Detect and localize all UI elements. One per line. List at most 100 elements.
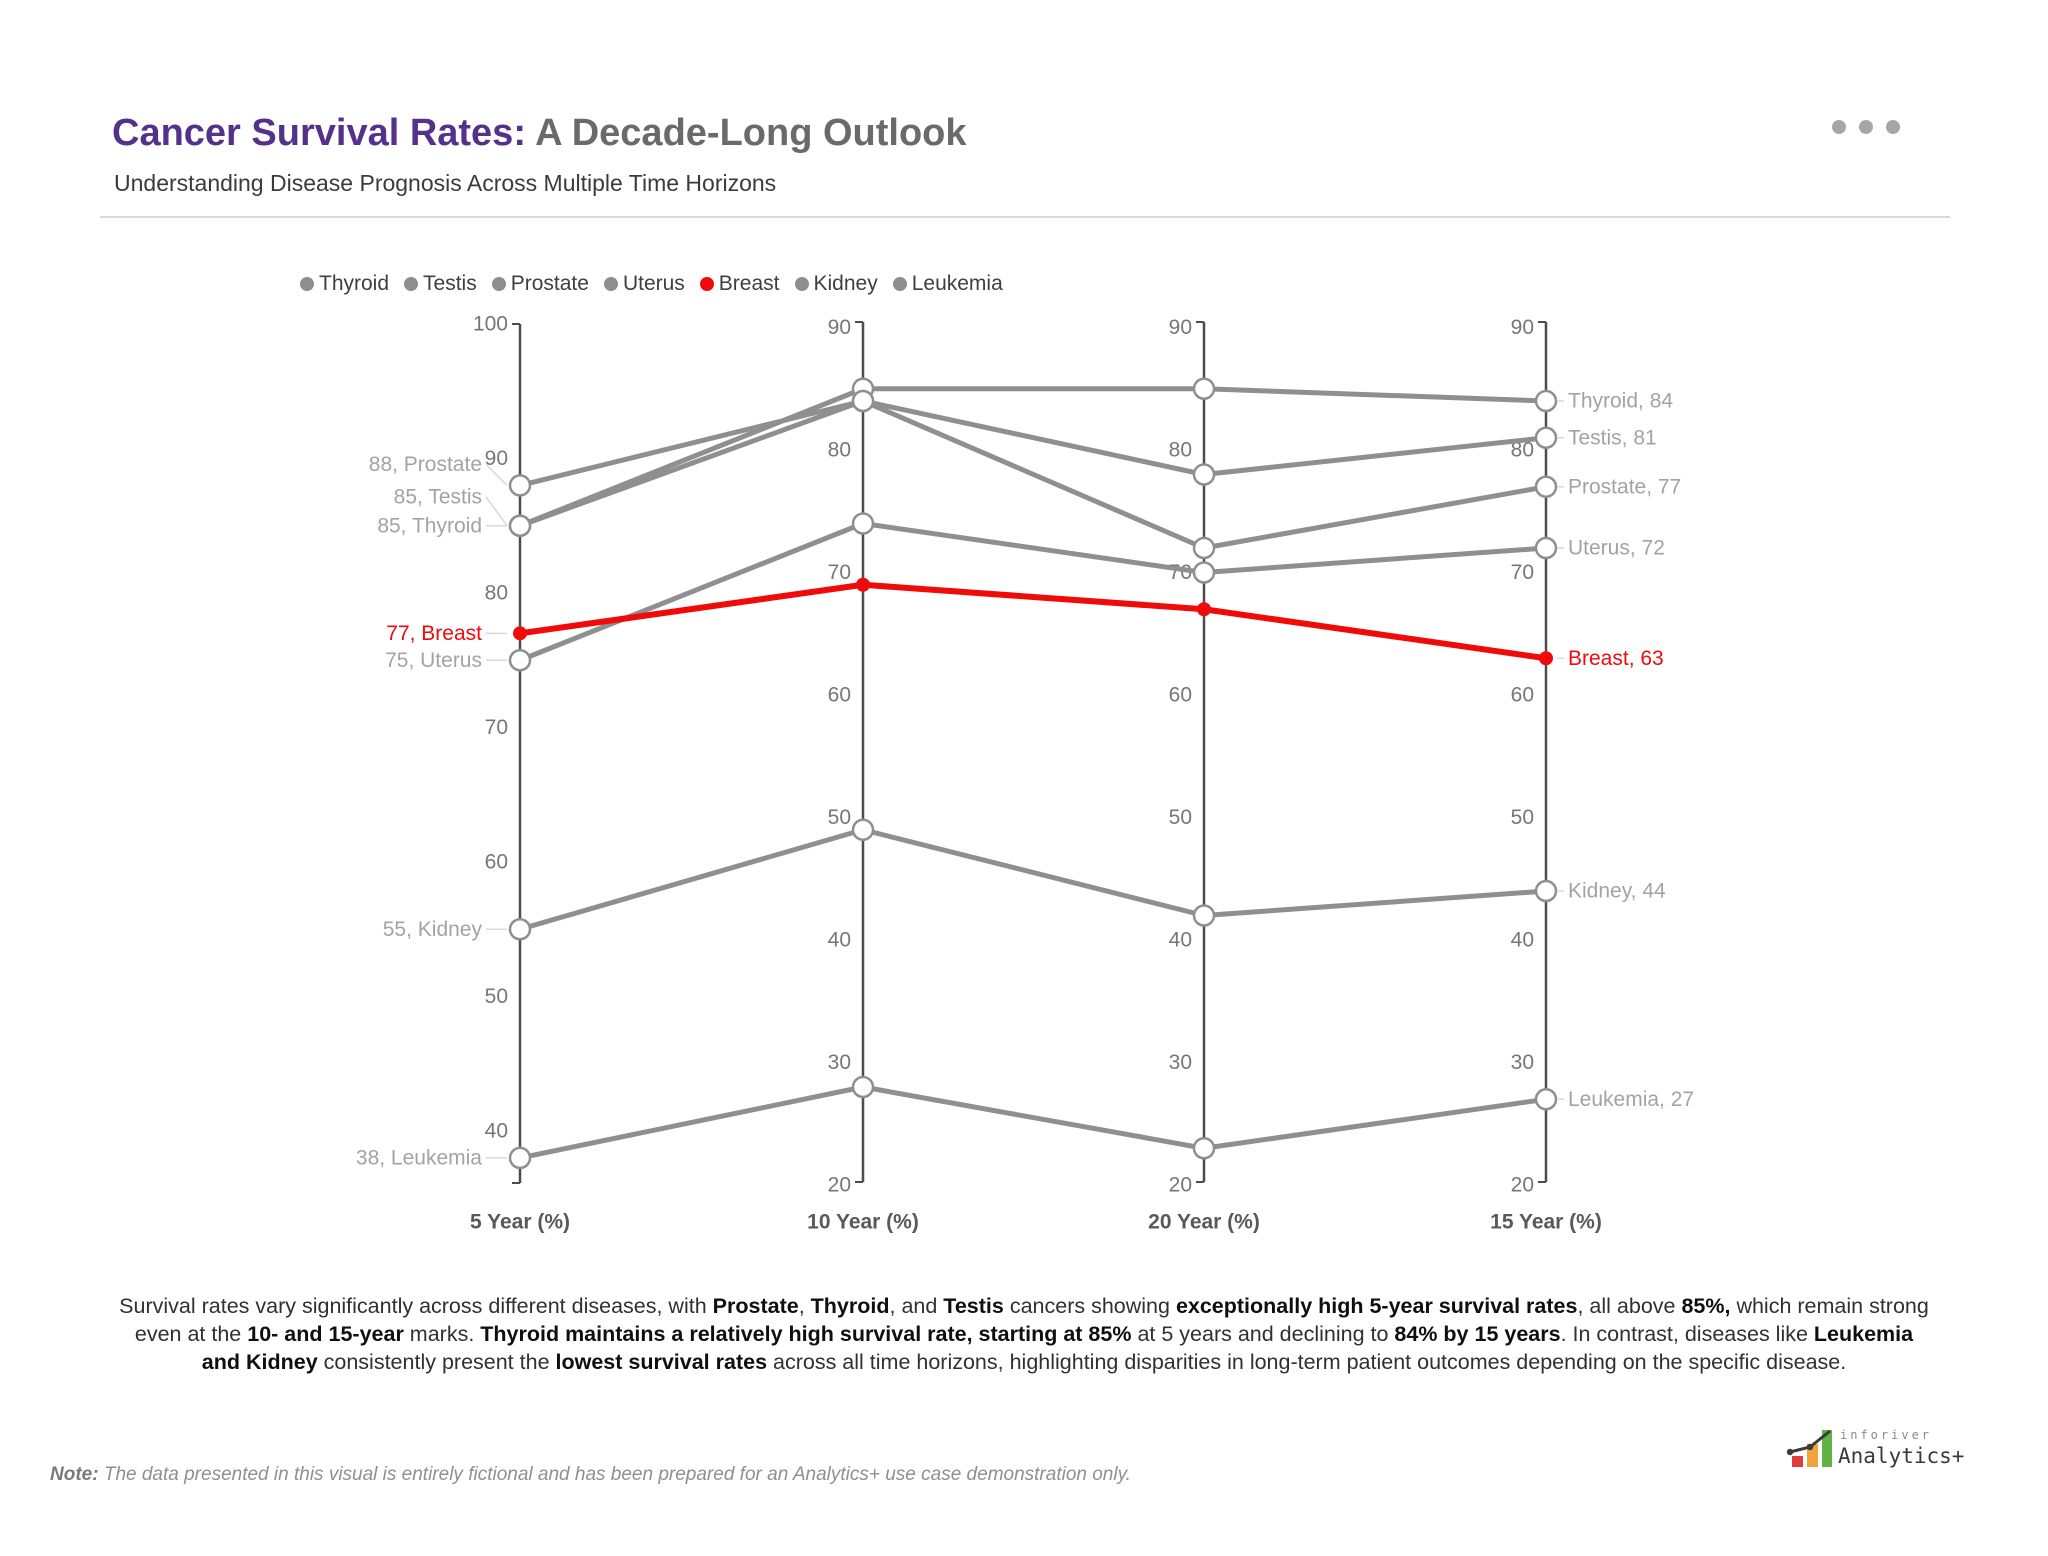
data-label-left-prostate: 88, Prostate <box>369 453 482 476</box>
series-line-thyroid[interactable] <box>519 386 1547 529</box>
text-segment: Note: <box>50 1464 99 1485</box>
legend-label: Thyroid <box>319 272 390 295</box>
series-line-testis[interactable] <box>519 398 1547 529</box>
marker-testis-4[interactable] <box>1534 426 1558 449</box>
leader-line <box>485 463 508 486</box>
marker-testis-3[interactable] <box>1192 463 1216 486</box>
series-line-prostate[interactable] <box>519 398 1547 551</box>
text-segment: Prostate <box>712 1294 799 1318</box>
data-label-right-leukemia: Leukemia, 27 <box>1568 1088 1694 1111</box>
tick-label: 70 <box>828 561 851 584</box>
text-segment: Thyroid <box>810 1294 890 1318</box>
tick-label: 30 <box>828 1051 851 1074</box>
series-line-breast[interactable] <box>519 581 1547 662</box>
parallel-coordinates-chart: 100 90 80 70 60 50 40 5 Year (%) 90 80 70 60 50 40 30 2… <box>356 313 1694 1234</box>
series-line-kidney[interactable] <box>519 827 1547 932</box>
footnote: Note: The data presented in this visual … <box>50 1464 1131 1486</box>
logo-brand-top: inforiver <box>1840 1428 1933 1442</box>
inforiver-analytics-logo: inforiver Analytics+ <box>1786 1418 2006 1474</box>
page-subtitle: Understanding Disease Prognosis Across M… <box>114 170 777 196</box>
data-label-right-prostate: Prostate, 77 <box>1568 475 1681 498</box>
marker-leukemia-2[interactable] <box>851 1075 875 1099</box>
tick-label: 50 <box>485 985 508 1008</box>
data-label-left-breast: 77, Breast <box>386 622 482 645</box>
tick-label: 80 <box>485 582 508 605</box>
marker-prostate-1[interactable] <box>508 474 532 497</box>
legend-item-prostate[interactable]: Prostate <box>491 272 589 296</box>
legend-item-testis[interactable]: Testis <box>404 272 477 296</box>
marker-kidney-1[interactable] <box>508 918 532 941</box>
marker-prostate-2[interactable] <box>851 389 875 413</box>
marker-leukemia-4[interactable] <box>1534 1088 1558 1111</box>
series-line-leukemia[interactable] <box>519 1084 1547 1161</box>
marker-uterus-1[interactable] <box>508 649 532 672</box>
menu-dot <box>1859 120 1873 134</box>
legend-dot-icon <box>404 277 419 291</box>
logo-brand-bottom: Analytics+ <box>1838 1444 1965 1468</box>
leader-line <box>485 496 508 527</box>
tick-label: 20 <box>828 1174 851 1197</box>
data-label-left-leukemia: 38, Leukemia <box>356 1146 482 1169</box>
text-segment: , and <box>889 1294 944 1318</box>
legend-label: Prostate <box>510 272 589 295</box>
tick-label: 30 <box>1511 1051 1534 1074</box>
marker-breast-3[interactable] <box>1197 602 1211 617</box>
data-label-left-kidney: 55, Kidney <box>383 918 483 941</box>
marker-thyroid-4[interactable] <box>1534 389 1558 413</box>
text-segment: consistently present the <box>317 1350 556 1374</box>
marker-prostate-3[interactable] <box>1192 536 1216 560</box>
legend-item-leukemia[interactable]: Leukemia <box>892 272 1003 296</box>
text-segment: which remain strong <box>1730 1294 1929 1318</box>
legend-label: Breast <box>718 272 780 295</box>
marker-breast-1[interactable] <box>513 626 527 641</box>
marker-leukemia-1[interactable] <box>508 1146 532 1170</box>
more-options-icon[interactable] <box>1832 120 1900 134</box>
marker-prostate-4[interactable] <box>1534 475 1558 498</box>
text-segment: exceptionally high 5-year survival rates <box>1175 1294 1578 1318</box>
marker-breast-2[interactable] <box>856 577 870 592</box>
tick-label: 30 <box>1169 1051 1192 1074</box>
data-label-left-testis: 85, Testis <box>394 485 482 508</box>
tick-label: 50 <box>828 806 851 829</box>
marker-kidney-3[interactable] <box>1192 904 1216 927</box>
legend-label: Leukemia <box>911 272 1003 295</box>
legend-label: Testis <box>423 272 477 295</box>
legend-dot-icon <box>892 277 907 291</box>
tick-label: 70 <box>485 716 508 739</box>
tick-label: 20 <box>1169 1174 1192 1197</box>
marker-uterus-4[interactable] <box>1534 536 1558 560</box>
marker-uterus-3[interactable] <box>1192 561 1216 584</box>
marker-testis-1[interactable] <box>508 514 532 537</box>
tick-label: 50 <box>1169 806 1192 829</box>
tick-label: 80 <box>1169 439 1192 462</box>
legend-item-thyroid[interactable]: Thyroid <box>300 272 389 296</box>
legend-item-uterus[interactable]: Uterus <box>603 272 685 296</box>
axis-title-3: 20 Year (%) <box>1148 1211 1260 1234</box>
data-label-right-thyroid: Thyroid, 84 <box>1568 390 1673 413</box>
series-line-uterus[interactable] <box>519 521 1547 663</box>
text-segment: even at the <box>134 1322 248 1346</box>
tick-label: 40 <box>485 1120 508 1143</box>
marker-breast-4[interactable] <box>1539 651 1553 666</box>
marker-thyroid-3[interactable] <box>1192 377 1216 400</box>
legend-item-breast[interactable]: Breast <box>699 272 780 296</box>
legend-dot-icon <box>491 277 506 291</box>
legend-item-kidney[interactable]: Kidney <box>794 272 878 296</box>
marker-leukemia-3[interactable] <box>1192 1137 1216 1160</box>
chart-legend: Thyroid Testis Prostate Uterus Breast Kidney L… <box>300 272 1003 296</box>
tick-label: 90 <box>1169 316 1192 339</box>
tick-label: 90 <box>485 447 508 470</box>
text-segment: at 5 years and declining to <box>1131 1322 1395 1346</box>
marker-kidney-2[interactable] <box>851 818 875 841</box>
text-segment: 10- and 15-year <box>247 1322 404 1346</box>
marker-kidney-4[interactable] <box>1534 879 1558 903</box>
legend-dot-icon <box>603 277 618 291</box>
tick-label: 60 <box>485 851 508 874</box>
legend-dot-icon <box>699 277 714 291</box>
axis-title-1: 5 Year (%) <box>470 1211 570 1234</box>
legend-label: Uterus <box>622 272 685 295</box>
legend-label: Kidney <box>813 272 878 295</box>
marker-uterus-2[interactable] <box>851 512 875 535</box>
tick-label: 60 <box>1169 684 1192 707</box>
